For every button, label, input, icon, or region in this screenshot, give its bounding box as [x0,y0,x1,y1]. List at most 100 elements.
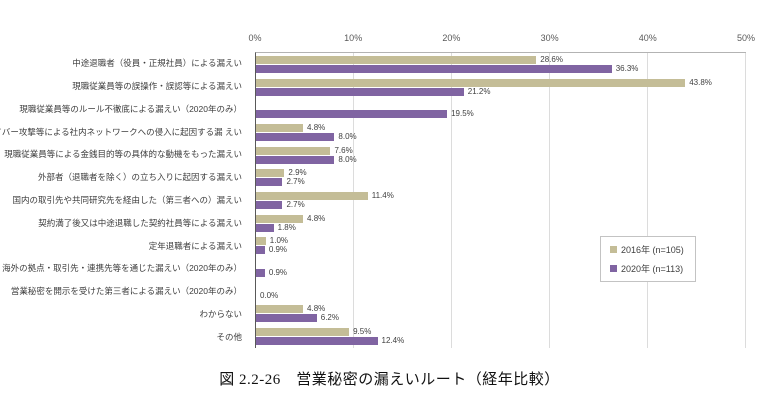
bar-2016 [256,328,350,337]
bar-2016 [256,55,537,64]
bar-2016 [256,78,686,87]
value-label: 2.7% [286,199,305,209]
category-label: 定年退職者による漏えい [148,240,242,251]
chart-row: 1.0% 0.9% [256,235,746,258]
bar-2016 [256,146,331,155]
bar-2020 [256,337,378,346]
bar-2020 [256,132,335,141]
chart-row: 43.8% 21.2% [256,76,746,99]
category-label: 現職従業員等のルール不徹底による漏えい（2020年のみ） [19,103,242,114]
bar-line: 1.0% [256,237,746,246]
legend-item-2020: 2020年 (n=113) [610,262,684,275]
bar-line: 4.8% [256,304,746,314]
bar-2020 [256,178,283,187]
bar-line: 43.8% [256,77,746,87]
category-label: 現職従業員等の誤操作・誤認等による漏えい [72,81,242,92]
category-label: 海外の拠点・取引先・連携先等を通じた漏えい（2020年のみ） [2,263,242,274]
bar-line: 2.7% [256,199,746,209]
value-label: 8.0% [338,154,357,164]
value-label: 12.4% [381,336,405,346]
legend-item-2016: 2016年 (n=105) [610,243,684,256]
chart-row: 7.6% 8.0% [256,144,746,167]
bar-rows: 28.6% 36.3% 43.8% 21.2% 19.5% 4.8% 8.0% 7.6% 8.0… [256,53,746,348]
value-label: 7.6% [334,145,353,155]
value-label: 11.4% [371,190,394,200]
legend-label-2020: 2020年 (n=113) [621,264,684,274]
value-label: 8.0% [338,131,357,141]
chart-row: 0.9% [256,257,746,280]
value-label: 1.8% [277,222,296,232]
bar-2020 [256,110,448,119]
bar-line: 12.4% [256,336,746,346]
bar-line: 11.4% [256,190,746,200]
bar-2020 [256,200,283,209]
bar-line: 1.8% [256,222,746,232]
x-axis-tick: 0% [248,33,262,43]
category-label: わからない [199,308,242,319]
x-axis: 0% 10% 20% 30% 40% 50% [248,33,755,47]
value-label: 0.9% [268,268,288,278]
gridline [647,53,648,348]
bar-2020 [256,314,317,323]
category-axis: 中途退職者（役員・正規社員）による漏えい 現職従業員等の誤操作・誤認等による漏えい… [0,52,249,348]
gridline [549,53,550,348]
x-axis-tick: 30% [540,33,559,43]
value-label: 21.2% [467,86,491,96]
category-label: 外部者（退職者を除く）の立ち入りに起因する漏えい [37,172,242,183]
bar-line: 9.5% [256,327,746,337]
bar-2020 [256,269,265,278]
bar-line: 36.3% [256,63,746,73]
x-axis-tick: 10% [344,33,363,43]
value-label: 28.6% [540,54,563,64]
bar-line: 19.5% [256,110,746,119]
gridline [353,53,354,348]
value-label: 4.8% [307,122,326,132]
bar-2016 [256,123,304,132]
legend-label-2016: 2016年 (n=105) [621,245,684,255]
bar-2020 [256,87,464,96]
plot-area: 28.6% 36.3% 43.8% 21.2% 19.5% 4.8% 8.0% 7.6% 8.0… [255,52,746,348]
bar-line: 4.8% [256,122,746,132]
value-label: 0.9% [268,245,288,255]
chart-row: 2.9% 2.7% [256,166,746,189]
figure-caption: 図 2.2-26 営業秘密の漏えいルート（経年比較） [219,372,560,388]
chart-row: 9.5% 12.4% [256,325,746,348]
value-label: 0.0% [260,290,279,300]
value-label: 2.7% [286,177,305,187]
category-label: 契約満了後又は中途退職した契約社員等による漏えい [38,217,242,228]
chart-row: 4.8% 6.2% [256,303,746,326]
bar-line: 8.0% [256,154,746,164]
bar-line: 2.7% [256,177,746,187]
chart-row: 4.8% 8.0% [256,121,746,144]
bar-line: 2.9% [256,168,746,178]
value-label: 6.2% [320,313,339,323]
bar-2016 [256,237,266,246]
chart-row: 19.5% [256,98,746,121]
category-label: 中途退職者（役員・正規社員）による漏えい [72,58,242,69]
bar-line: 0.0% [256,290,746,300]
value-label: 2.9% [288,168,307,178]
bar-line: 0.9% [256,245,746,255]
chart-row: 0.0% [256,280,746,303]
bar-line: 8.0% [256,131,746,141]
value-label: 4.8% [307,304,326,314]
bar-2020 [256,246,265,255]
bar-line: 0.9% [256,268,746,278]
legend-swatch-2020 [610,265,617,272]
chart-row: 4.8% 1.8% [256,212,746,235]
gridline [451,53,452,348]
value-label: 36.3% [615,63,639,73]
legend: 2016年 (n=105) 2020年 (n=113) [600,236,696,282]
value-label: 43.8% [689,77,712,87]
x-axis-tick: 50% [736,33,756,43]
bar-line: 6.2% [256,313,746,323]
value-label: 4.8% [307,213,326,223]
value-label: 9.5% [353,327,372,337]
bar-2020 [256,155,335,164]
legend-swatch-2016 [610,246,617,253]
bar-line: 4.8% [256,213,746,223]
bar-2016 [256,305,304,314]
bar-line: 28.6% [256,54,746,64]
chart-row: 11.4% 2.7% [256,189,746,212]
chart-row: 28.6% 36.3% [256,53,746,76]
